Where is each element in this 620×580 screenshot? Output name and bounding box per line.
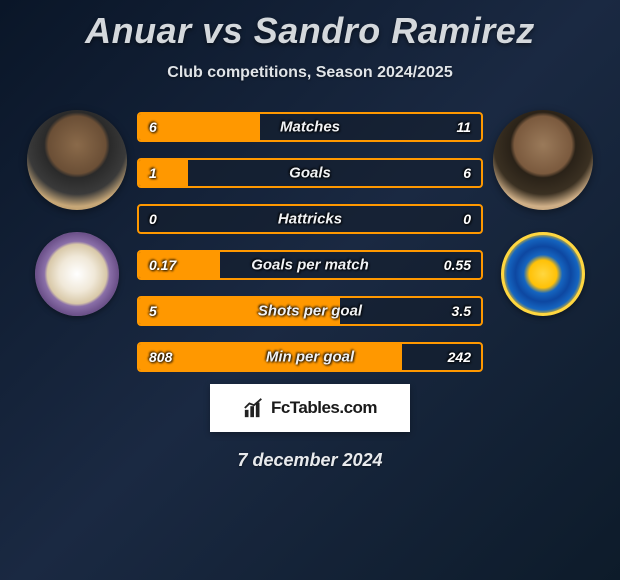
player1-club-crest: [35, 232, 119, 316]
stat-label: Goals per match: [251, 257, 369, 274]
comparison-card: Anuar vs Sandro Ramirez Club competition…: [0, 0, 620, 471]
right-column: [483, 110, 603, 316]
stat-value-left: 808: [149, 349, 172, 365]
stat-label: Min per goal: [266, 349, 354, 366]
chart-icon: [243, 397, 265, 419]
stat-value-left: 5: [149, 303, 157, 319]
comparison-date: 7 december 2024: [237, 450, 382, 471]
stat-label: Hattricks: [278, 211, 342, 228]
stat-value-right: 0.55: [444, 257, 471, 273]
stat-value-right: 6: [463, 165, 471, 181]
stat-bar: 0 Hattricks 0: [137, 204, 483, 234]
stat-fill-left: [139, 114, 260, 140]
page-title: Anuar vs Sandro Ramirez: [85, 10, 535, 52]
branding-badge: FcTables.com: [210, 384, 410, 432]
branding-text: FcTables.com: [271, 398, 377, 418]
stat-fill-left: [139, 160, 188, 186]
stat-value-left: 6: [149, 119, 157, 135]
stat-value-left: 0.17: [149, 257, 176, 273]
subtitle: Club competitions, Season 2024/2025: [167, 64, 452, 82]
stat-bar: 808 Min per goal 242: [137, 342, 483, 372]
player2-avatar: [493, 110, 593, 210]
stat-bar: 1 Goals 6: [137, 158, 483, 188]
stat-value-right: 11: [456, 119, 471, 135]
player1-avatar: [27, 110, 127, 210]
stat-label: Goals: [289, 165, 331, 182]
stat-value-right: 3.5: [452, 303, 471, 319]
stat-label: Matches: [280, 119, 340, 136]
stat-bar: 5 Shots per goal 3.5: [137, 296, 483, 326]
stat-value-left: 0: [149, 211, 157, 227]
stat-label: Shots per goal: [258, 303, 362, 320]
stat-bar: 0.17 Goals per match 0.55: [137, 250, 483, 280]
stats-column: 6Matches111Goals60Hattricks00.17Goals pe…: [137, 110, 483, 372]
left-column: [17, 110, 137, 316]
stat-bar: 6 Matches 11: [137, 112, 483, 142]
stat-value-right: 242: [448, 349, 471, 365]
stat-value-right: 0: [463, 211, 471, 227]
player2-club-crest: [501, 232, 585, 316]
stat-value-left: 1: [149, 165, 157, 181]
main-row: 6Matches111Goals60Hattricks00.17Goals pe…: [0, 110, 620, 372]
